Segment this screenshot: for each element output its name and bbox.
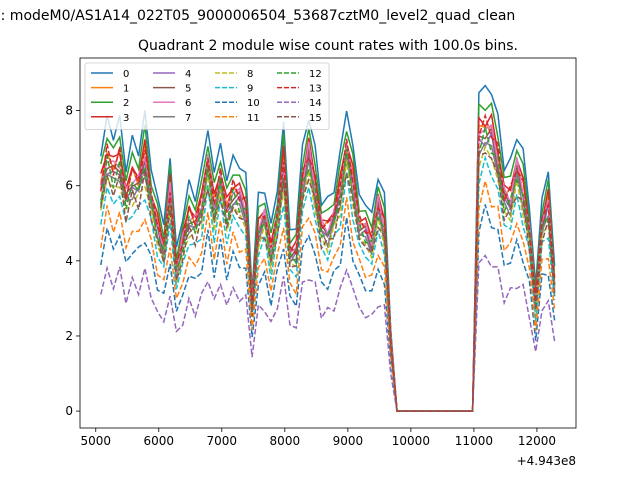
legend-label-13: 13 [309, 84, 322, 95]
legend-label-10: 10 [247, 98, 260, 109]
x-tick-label: 9000 [333, 434, 364, 448]
legend-label-2: 2 [123, 98, 129, 109]
x-tick-label: 8000 [270, 434, 301, 448]
x-tick-label: 7000 [207, 434, 238, 448]
x-tick-label: 11000 [455, 434, 493, 448]
legend-label-6: 6 [185, 98, 191, 109]
legend-label-1: 1 [123, 84, 129, 95]
series-line-9 [100, 155, 556, 412]
x-tick-label: 12000 [518, 434, 556, 448]
series-line-15 [100, 152, 556, 412]
x-tick-label: 5000 [80, 434, 111, 448]
y-tick-label: 4 [65, 254, 73, 268]
legend-label-14: 14 [309, 98, 322, 109]
legend-label-12: 12 [309, 69, 322, 80]
legend-box [84, 62, 330, 130]
legend-label-7: 7 [185, 113, 191, 124]
y-tick-label: 8 [65, 104, 73, 118]
x-tick-label: 6000 [144, 434, 175, 448]
series-line-0 [100, 84, 556, 412]
y-tick-label: 2 [65, 329, 73, 343]
legend-label-4: 4 [185, 69, 191, 80]
series-line-3 [100, 112, 556, 412]
legend-label-11: 11 [247, 113, 260, 124]
figure-suptitle: n file: modeM0/AS1A14_022T05_9000006504_… [0, 8, 515, 24]
series-line-14 [100, 254, 556, 412]
y-tick-label: 6 [65, 179, 73, 193]
plot-area: 5000 6000 7000 8000 9000 10000 11000 12000 0 2 4 6 8… [65, 57, 577, 448]
chart-title: Quadrant 2 module wise count rates with … [138, 38, 518, 54]
legend-label-5: 5 [185, 84, 191, 95]
y-tick-label: 0 [65, 404, 73, 418]
legend-label-3: 3 [123, 113, 129, 124]
plot-frame [79, 57, 577, 429]
series-line-11 [100, 180, 556, 412]
legend-label-8: 8 [247, 69, 253, 80]
x-tick-label: 10000 [392, 434, 430, 448]
legend-label-9: 9 [247, 84, 253, 95]
x-offset-label: +4.943e8 [517, 454, 576, 468]
series-line-13 [100, 112, 556, 412]
legend-label-0: 0 [123, 69, 129, 80]
legend-label-15: 15 [309, 113, 322, 124]
